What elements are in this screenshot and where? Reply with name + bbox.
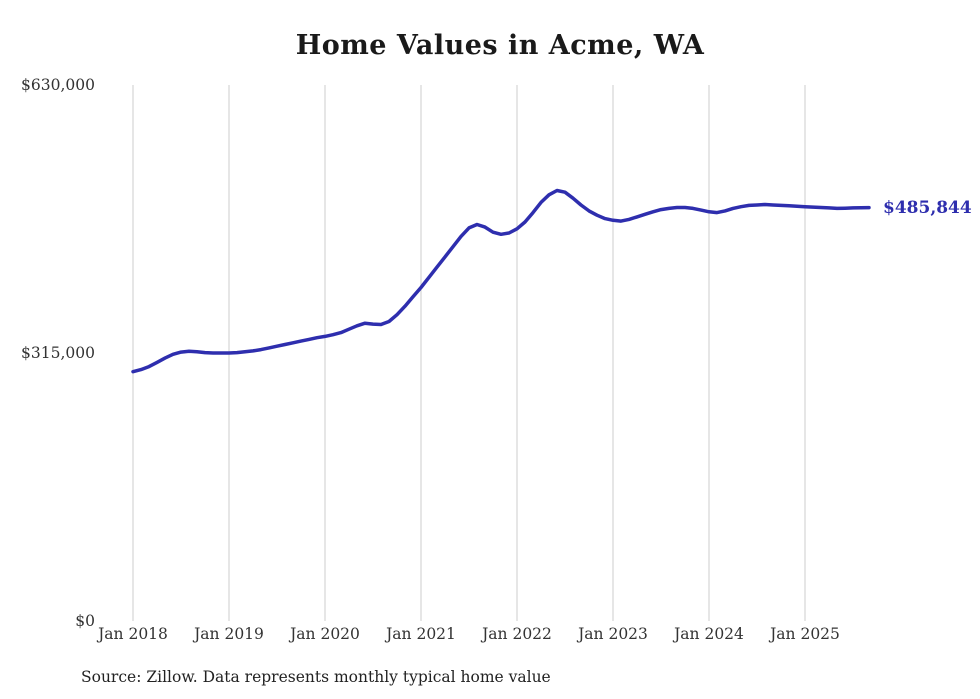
y-tick-label: $0 [75,612,95,630]
x-tick-label: Jan 2022 [482,625,552,643]
x-tick-label: Jan 2018 [98,625,168,643]
source-note: Source: Zillow. Data represents monthly … [81,668,551,686]
x-tick-label: Jan 2019 [194,625,264,643]
x-tick-label: Jan 2025 [770,625,840,643]
y-tick-label: $315,000 [21,344,95,362]
x-tick-label: Jan 2024 [674,625,744,643]
chart-title: Home Values in Acme, WA [295,30,705,61]
x-tick-label: Jan 2020 [290,625,360,643]
x-tick-label: Jan 2021 [386,625,456,643]
y-tick-label: $630,000 [21,76,95,94]
end-value-label: $485,844 [883,197,972,218]
x-tick-label: Jan 2023 [578,625,648,643]
value-line [131,188,871,374]
